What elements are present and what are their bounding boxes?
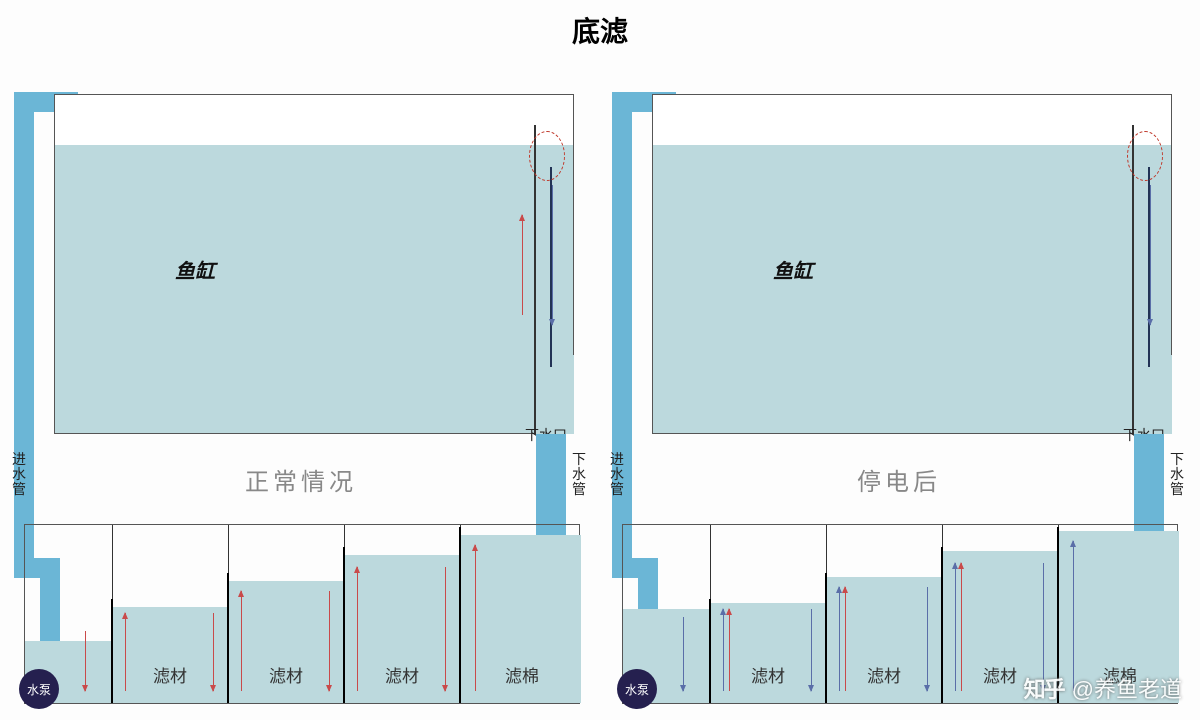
- tank-label: 鱼缸: [175, 255, 215, 284]
- panel-caption: 停电后: [612, 462, 1186, 497]
- sump-chamber-1: 滤材: [711, 525, 827, 703]
- flow-arrow: [729, 609, 730, 691]
- tank-water: [55, 145, 573, 433]
- overflow-highlight-circle: [1127, 131, 1163, 181]
- sump-chamber-1: 滤材: [113, 525, 229, 703]
- overflow-arrow-down: [1150, 185, 1151, 325]
- flow-arrow: [927, 587, 928, 691]
- flow-arrow: [961, 563, 962, 691]
- fish-tank: 鱼缸 下水口: [652, 94, 1172, 434]
- flow-arrow: [213, 613, 214, 691]
- flow-arrow: [723, 609, 724, 691]
- chamber-label: 滤材: [269, 662, 303, 687]
- panel-poweroff: 进水管 进水口 鱼缸 下水口 下水管 停电后: [612, 64, 1186, 714]
- flow-arrow: [839, 587, 840, 691]
- sump-chamber-4: 滤棉: [461, 525, 581, 703]
- pump-icon: 水泵: [617, 669, 657, 709]
- tank-water: [653, 145, 1171, 433]
- flow-arrow: [475, 545, 476, 691]
- sump-chamber-2: 滤材: [827, 525, 943, 703]
- pump-label: 水泵: [27, 681, 51, 698]
- return-pipe-vert: [14, 92, 34, 574]
- overflow-arrow-down: [552, 185, 553, 325]
- flow-arrow: [845, 587, 846, 691]
- flow-arrow: [811, 609, 812, 691]
- main-title: 底滤: [0, 0, 1200, 50]
- sump-chamber-2: 滤材: [229, 525, 345, 703]
- watermark-text: @养鱼老道: [1072, 672, 1182, 704]
- flow-arrow: [357, 567, 358, 691]
- panels-row: 进水管 进水口 鱼缸 下水口 下水管 正常情况: [0, 64, 1200, 714]
- chamber-label: 滤材: [867, 662, 901, 687]
- overflow-water: [1134, 355, 1172, 434]
- overflow-water: [536, 355, 574, 434]
- flow-arrow: [241, 591, 242, 691]
- sump-chamber-3: 滤材: [345, 525, 461, 703]
- flow-arrow: [683, 617, 684, 691]
- flow-arrow: [125, 613, 126, 691]
- return-pipe-vert: [612, 92, 632, 574]
- panel-normal: 进水管 进水口 鱼缸 下水口 下水管 正常情况: [14, 64, 588, 714]
- chamber-label: 滤材: [983, 662, 1017, 687]
- overflow-arrow-up: [522, 215, 523, 315]
- chamber-label: 滤棉: [505, 662, 539, 687]
- watermark-logo: 知乎: [1024, 672, 1064, 704]
- chamber-label: 滤材: [153, 662, 187, 687]
- panel-caption: 正常情况: [14, 462, 588, 497]
- flow-arrow: [1073, 541, 1074, 691]
- pump-label: 水泵: [625, 681, 649, 698]
- pump-icon: 水泵: [19, 669, 59, 709]
- sump-box: 滤材 滤材 滤材 滤棉: [24, 524, 580, 704]
- flow-arrow: [329, 591, 330, 691]
- inlet-pipe-horiz: [612, 92, 656, 112]
- chamber-label: 滤材: [385, 662, 419, 687]
- watermark: 知乎 @养鱼老道: [1024, 672, 1182, 704]
- chamber-label: 滤材: [751, 662, 785, 687]
- tank-label: 鱼缸: [773, 255, 813, 284]
- flow-arrow: [85, 631, 86, 691]
- fish-tank: 鱼缸 下水口: [54, 94, 574, 434]
- overflow-highlight-circle: [529, 131, 565, 181]
- flow-arrow: [445, 567, 446, 691]
- flow-arrow: [955, 563, 956, 691]
- inlet-pipe-horiz: [14, 92, 58, 112]
